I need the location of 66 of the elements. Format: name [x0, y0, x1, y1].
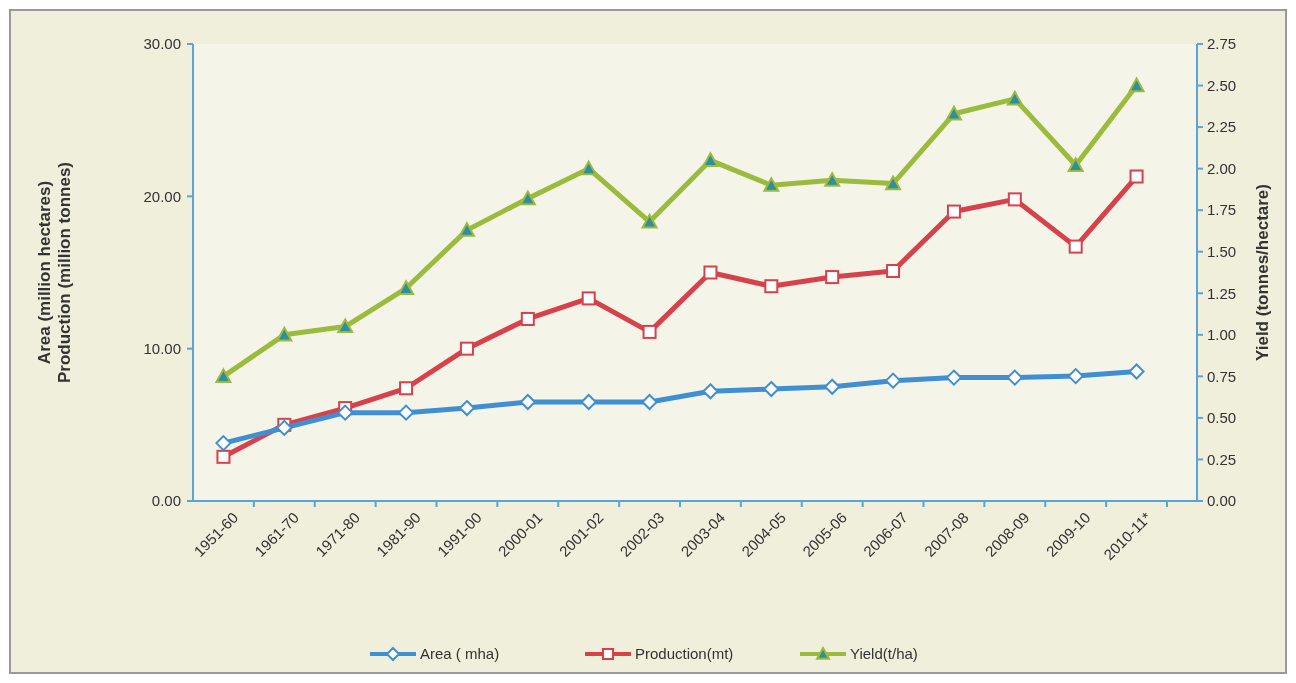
point: [702, 152, 719, 167]
point: [1129, 169, 1144, 184]
y-tick-label: 10.00: [143, 339, 181, 357]
point: [763, 177, 780, 192]
legend-label: Production(mt): [635, 645, 734, 663]
point: [763, 381, 780, 398]
point: [824, 172, 841, 187]
point: [1128, 363, 1145, 380]
point: [702, 383, 719, 400]
point: [885, 175, 902, 191]
point: [399, 381, 414, 396]
point: [946, 204, 961, 219]
point: [945, 105, 962, 121]
point: [519, 190, 536, 206]
y2-tick-label: 1.50: [1207, 242, 1237, 260]
y2-tick-label: 0.75: [1207, 367, 1237, 385]
point: [580, 393, 597, 410]
point: [764, 279, 779, 294]
y-tick-label: 30.00: [143, 35, 181, 53]
point: [945, 369, 962, 386]
legend-label: Yield(t/ha): [850, 645, 918, 663]
point: [1067, 157, 1084, 172]
point: [398, 404, 415, 421]
point: [1067, 368, 1084, 385]
legend-label: Area ( mha): [420, 645, 500, 663]
point: [459, 341, 474, 356]
y2-tick-label: 1.25: [1207, 284, 1237, 302]
y2-tick-label: 0.00: [1207, 492, 1237, 510]
point: [641, 213, 658, 229]
point: [824, 378, 841, 395]
y2-tick-label: 2.50: [1207, 76, 1237, 94]
point: [337, 318, 354, 334]
point: [1006, 90, 1023, 106]
y-tick-label: 0.00: [151, 492, 181, 510]
y2-tick-label: 2.00: [1207, 159, 1237, 177]
point: [581, 291, 596, 306]
y2-tick-label: 0.50: [1207, 409, 1237, 427]
y2-axis-title: Yield (tonnes/hectare): [1253, 184, 1272, 361]
point: [825, 270, 840, 285]
point: [215, 368, 232, 383]
y2-tick-label: 1.75: [1207, 201, 1237, 219]
point: [580, 160, 597, 176]
point: [215, 435, 232, 452]
y2-tick-label: 0.25: [1207, 450, 1237, 468]
y-axis-title: Area (million hectares) Production (million tonnes): [34, 162, 75, 383]
point: [458, 400, 475, 417]
point: [216, 449, 231, 464]
point: [520, 311, 535, 326]
point: [337, 404, 354, 421]
y2-tick-label: 2.75: [1207, 35, 1237, 53]
point: [519, 393, 536, 410]
point: [703, 265, 718, 280]
y2-tick-label: 2.25: [1207, 118, 1237, 136]
point: [885, 372, 902, 389]
point: [276, 326, 293, 342]
point: [276, 419, 293, 436]
point: [1128, 77, 1145, 93]
point: [458, 222, 475, 237]
point: [1068, 239, 1083, 254]
point: [641, 393, 658, 410]
y-tick-label: 20.00: [143, 187, 181, 205]
point: [642, 324, 657, 339]
point: [886, 263, 901, 278]
point: [398, 280, 415, 295]
y2-tick-label: 1.00: [1207, 326, 1237, 344]
point: [1007, 192, 1022, 207]
